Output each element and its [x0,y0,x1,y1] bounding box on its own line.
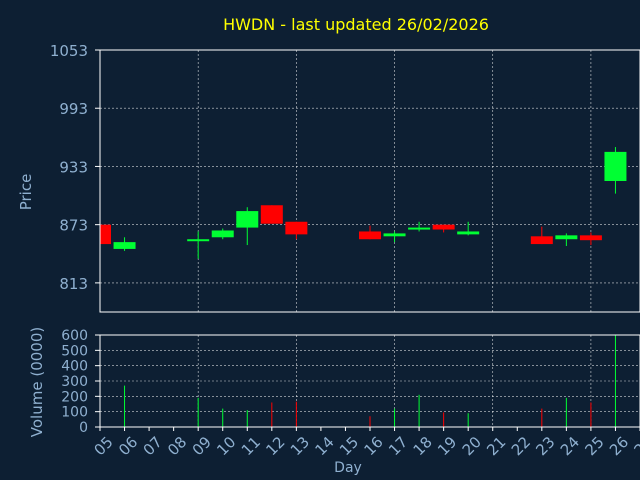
x-tick-label: 09 [189,433,215,459]
price-tick-label: 933 [59,158,88,176]
candle-body [383,233,406,237]
price-axis-label: Price [17,174,35,211]
x-tick-label: 19 [434,433,460,459]
candle-body [604,151,627,181]
x-tick-label: 21 [483,433,509,459]
candle-body [211,230,234,238]
volume-tick-label: 200 [61,389,88,405]
volume-tick-label: 500 [61,343,88,359]
candle-body [260,205,283,224]
price-tick-label: 813 [59,275,88,293]
volume-axis-label: Volume (0000) [28,327,46,437]
price-tick-label: 1053 [50,42,88,60]
x-tick-label: 10 [213,433,239,459]
volume-tick-label: 300 [61,374,88,390]
volume-tick-label: 100 [61,405,88,421]
candle-body [187,239,210,242]
chart-title: HWDN - last updated 26/02/2026 [223,15,489,34]
x-axis: 0506070809101112131415161718192021222324… [91,427,640,459]
x-axis-label: Day [334,460,362,476]
x-tick-label: 25 [581,433,607,459]
x-tick-label: 08 [164,433,190,459]
x-tick-label: 06 [115,433,141,459]
x-tick-label: 07 [140,433,166,459]
x-tick-label: 16 [361,433,387,459]
candle-body [432,224,455,230]
candle-body [359,231,381,240]
x-tick-label: 23 [532,433,558,459]
x-tick-label: 17 [385,433,411,459]
volume-tick-label: 600 [61,328,88,344]
x-tick-label: 26 [606,433,632,459]
candle-body [555,235,578,240]
candle-body [236,211,259,228]
candle-body [408,227,431,230]
candle-body [113,242,136,249]
x-tick-label: 18 [410,433,436,459]
x-tick-label: 15 [336,433,362,459]
price-frame [99,49,640,313]
x-tick-label: 13 [287,433,313,459]
candle-body [457,231,480,235]
price-tick-label: 873 [59,217,88,235]
price-panel: 1053 993 933 873 813 [50,42,640,313]
x-tick-label: 11 [238,433,264,459]
candle-body [100,224,111,245]
x-tick-label: 27 [631,433,640,459]
x-tick-label: 24 [557,433,583,459]
x-tick-label: 14 [311,433,337,459]
x-tick-label: 12 [262,433,288,459]
candle-body [285,221,308,235]
x-tick-label: 05 [91,433,117,459]
volume-tick-label: 0 [79,420,88,436]
candle-body [579,235,602,241]
volume-tick-label: 400 [61,359,88,375]
candle-body [530,236,553,245]
price-tick-label: 993 [59,100,88,118]
x-tick-label: 22 [508,433,534,459]
x-tick-label: 20 [459,433,485,459]
